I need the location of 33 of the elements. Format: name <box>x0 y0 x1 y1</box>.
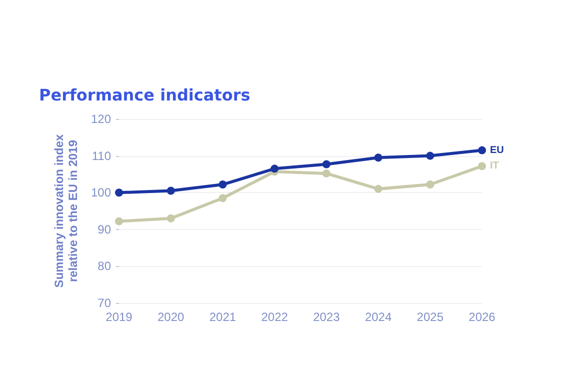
x-tick-label: 2020 <box>158 310 185 324</box>
x-tick-label: 2023 <box>313 310 340 324</box>
point <box>322 169 330 178</box>
y-axis-title: Summary innovation index relative to the EU in 2019 <box>52 134 80 288</box>
point <box>322 160 330 168</box>
point <box>270 164 279 173</box>
point <box>115 217 123 226</box>
x-tick-label: 2025 <box>416 310 444 324</box>
point <box>374 154 382 162</box>
point <box>218 180 227 188</box>
series-label: IT <box>490 160 499 172</box>
point <box>374 184 382 193</box>
y-tick-label: 100 <box>90 186 112 200</box>
x-tick-label: 2021 <box>209 310 236 324</box>
x-tick-label: 2026 <box>468 310 496 324</box>
y-tick-label: 120 <box>90 112 112 126</box>
chart-title: Performance indicators <box>39 86 250 104</box>
point <box>478 146 486 154</box>
y-tick-label: 70 <box>98 296 112 310</box>
point <box>115 188 123 197</box>
y-tick-label: 80 <box>98 259 112 274</box>
x-tick-label: 2019 <box>106 310 133 324</box>
point <box>166 186 175 195</box>
point <box>218 194 227 202</box>
point <box>426 180 434 188</box>
point <box>478 162 486 170</box>
point <box>166 214 175 222</box>
x-tick-label: 2022 <box>261 310 288 324</box>
y-tick-label: 110 <box>92 148 112 163</box>
x-tick-label: 2024 <box>364 310 392 324</box>
series-label: EU <box>490 144 504 156</box>
point <box>426 152 434 160</box>
y-tick-label: 90 <box>98 222 112 236</box>
